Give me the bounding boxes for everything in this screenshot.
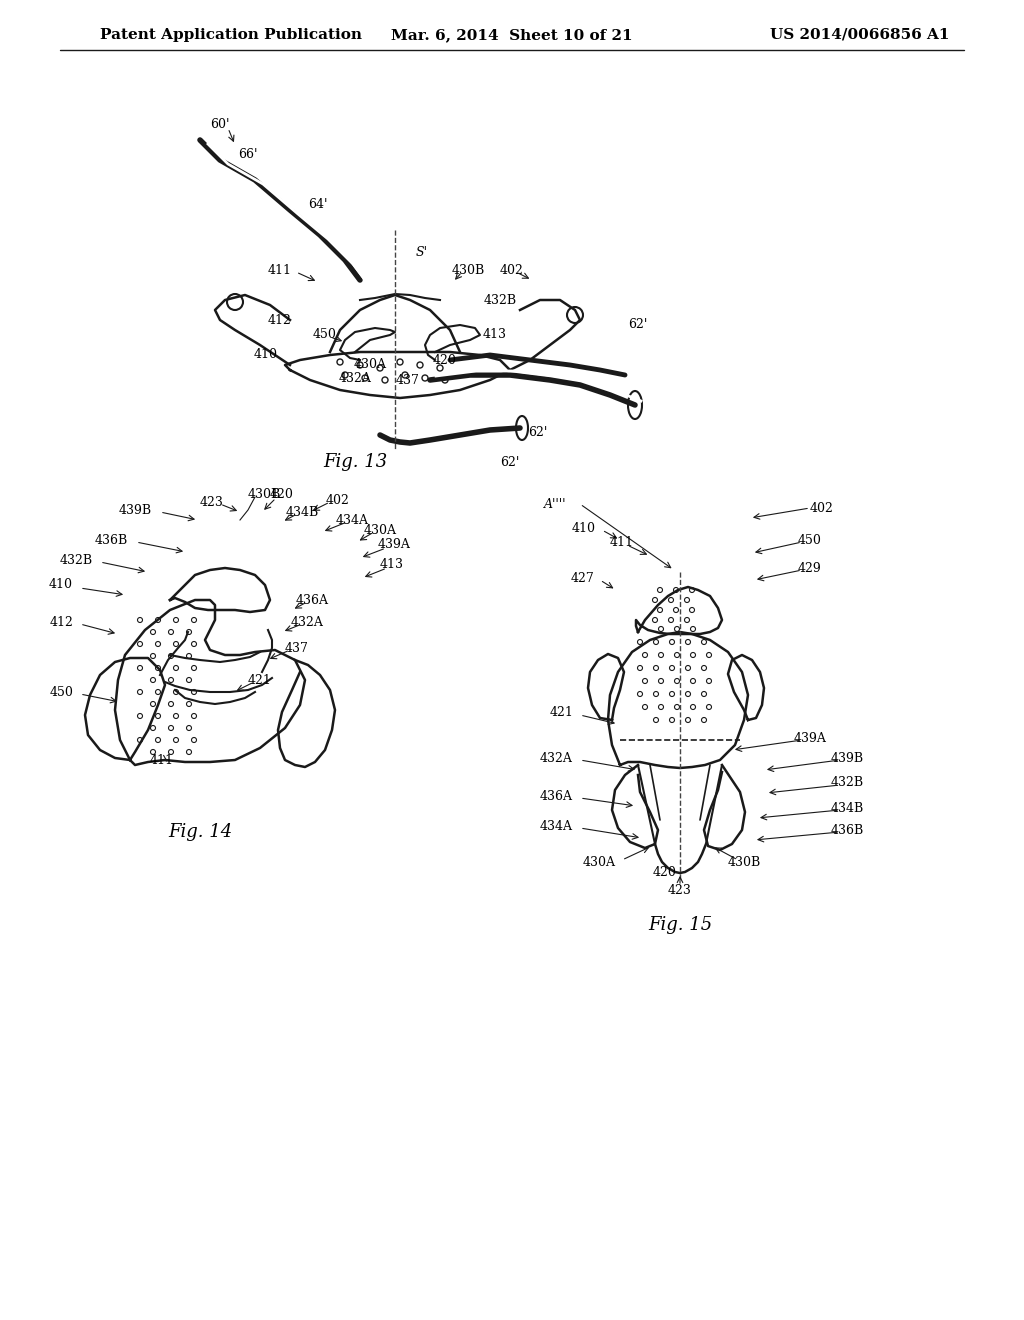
Text: 62': 62' [629,318,648,331]
Text: 410: 410 [572,521,596,535]
Text: 402: 402 [500,264,524,276]
Text: 432A: 432A [291,615,324,628]
Text: 432A: 432A [339,371,372,384]
Text: S': S' [416,246,428,259]
Text: 434A: 434A [336,513,369,527]
Text: 439B: 439B [119,503,152,516]
Text: Fig. 14: Fig. 14 [168,822,232,841]
Text: 62': 62' [528,425,548,438]
Text: 64': 64' [308,198,328,211]
Text: 411: 411 [150,754,174,767]
Text: 437: 437 [285,642,309,655]
Text: 402: 402 [810,502,834,515]
Text: 432B: 432B [483,293,516,306]
Text: 436B: 436B [95,533,128,546]
Text: 439A: 439A [378,539,411,552]
Text: 411: 411 [610,536,634,549]
Text: 411: 411 [268,264,292,276]
Text: Patent Application Publication: Patent Application Publication [100,28,362,42]
Text: 412: 412 [268,314,292,326]
Text: 62': 62' [501,455,520,469]
Text: 436B: 436B [830,824,863,837]
Text: 423: 423 [668,883,692,896]
Text: 421: 421 [549,706,573,719]
Text: 420: 420 [270,488,294,502]
Text: Fig. 15: Fig. 15 [648,916,712,935]
Text: 430B: 430B [727,857,761,870]
Text: 434B: 434B [830,801,863,814]
Text: 66': 66' [239,149,258,161]
Text: 421: 421 [248,673,272,686]
Text: 413: 413 [483,329,507,342]
Text: 430A: 430A [364,524,396,536]
Text: 430B: 430B [248,488,282,502]
Text: US 2014/0066856 A1: US 2014/0066856 A1 [770,28,950,42]
Text: 430A: 430A [353,359,386,371]
Text: 450: 450 [798,533,822,546]
Text: 436A: 436A [296,594,329,606]
Text: 432B: 432B [59,553,93,566]
Text: 413: 413 [380,558,404,572]
Text: 412: 412 [49,615,73,628]
Text: 434B: 434B [286,506,318,519]
Text: 432B: 432B [830,776,863,789]
Text: 420: 420 [653,866,677,879]
Text: 439B: 439B [830,751,863,764]
Text: 434A: 434A [540,820,573,833]
Text: 410: 410 [49,578,73,591]
Text: 60': 60' [210,119,229,132]
Text: 423: 423 [200,495,224,508]
Text: 429: 429 [798,561,822,574]
Text: 436A: 436A [540,789,573,803]
Text: 402: 402 [326,494,350,507]
Text: 430A: 430A [583,857,616,870]
Text: 439A: 439A [794,731,826,744]
Text: 437: 437 [396,374,420,387]
Text: Mar. 6, 2014  Sheet 10 of 21: Mar. 6, 2014 Sheet 10 of 21 [391,28,633,42]
Text: 427: 427 [570,572,594,585]
Text: 420: 420 [433,354,457,367]
Text: 432A: 432A [540,751,573,764]
Text: 450: 450 [49,685,73,698]
Text: A'''': A'''' [544,499,566,511]
Text: Fig. 13: Fig. 13 [323,453,387,471]
Text: 450: 450 [313,329,337,342]
Text: 430B: 430B [452,264,484,276]
Text: 410: 410 [254,348,278,362]
